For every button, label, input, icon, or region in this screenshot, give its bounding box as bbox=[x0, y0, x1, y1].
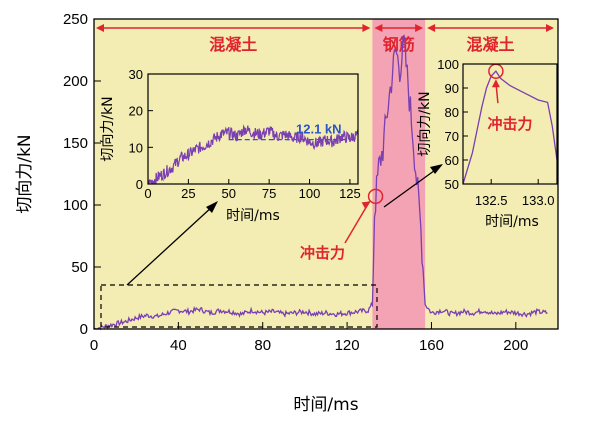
inset1-plot-area bbox=[148, 74, 358, 184]
main-x-axis-title: 时间/ms bbox=[293, 395, 358, 415]
inset1-x-tick-label: 0 bbox=[144, 186, 151, 201]
main-x-tick-label: 160 bbox=[419, 337, 444, 354]
inset1-y-tick-label: 20 bbox=[129, 104, 143, 119]
region-labels: 混凝土 钢筋 混凝土 bbox=[209, 35, 514, 54]
inset2-frame bbox=[462, 63, 558, 185]
inset1-x-tick-label: 100 bbox=[299, 186, 321, 201]
region-arrowhead-left bbox=[427, 24, 436, 32]
inset2-y-tick-label: 100 bbox=[437, 57, 459, 72]
inset2-x-tick-label: 133.0 bbox=[522, 193, 555, 208]
region-arrowhead-right bbox=[362, 24, 371, 32]
region-label: 混凝土 bbox=[209, 35, 257, 54]
region-arrowhead-left bbox=[374, 24, 383, 32]
inset2-x-tick-label: 132.5 bbox=[475, 193, 508, 208]
inset1-y-axis-title: 切向力/kN bbox=[100, 96, 116, 161]
inset1-y-tick-label: 0 bbox=[136, 177, 143, 192]
inset1-x-tick-label: 25 bbox=[181, 186, 195, 201]
inset1-connector-arrow bbox=[126, 205, 214, 286]
inset2-x-axis-title: 时间/ms bbox=[485, 214, 539, 230]
main-y-tick-label: 150 bbox=[63, 135, 88, 152]
inset1-y-tick-label: 10 bbox=[129, 140, 143, 155]
inset2-y-tick-label: 80 bbox=[445, 105, 459, 120]
main-y-tick-label: 200 bbox=[63, 73, 88, 90]
inset2-impact-arrowhead bbox=[491, 79, 500, 88]
main-y-axis: 0 50 100 150 200 250 bbox=[63, 11, 101, 338]
main-x-tick-label: 80 bbox=[254, 337, 271, 354]
main-x-tick-label: 0 bbox=[90, 337, 98, 354]
inset1-x-axis: 0 25 50 75 100 125 bbox=[144, 179, 361, 201]
inset1-y-tick-label: 30 bbox=[129, 67, 143, 82]
region-label: 混凝土 bbox=[467, 35, 515, 54]
inset1-y-axis: 0 10 20 30 bbox=[129, 67, 153, 192]
main-y-tick-label: 0 bbox=[80, 321, 88, 338]
main-y-tick-label: 50 bbox=[71, 259, 88, 276]
inset1-x-tick-label: 50 bbox=[222, 186, 236, 201]
inset2-y-axis-title: 切向力/kN bbox=[417, 91, 433, 156]
inset1-frame bbox=[147, 73, 359, 185]
main-y-tick-label: 100 bbox=[63, 197, 88, 214]
main-x-tick-label: 120 bbox=[335, 337, 360, 354]
main-plot-frame bbox=[93, 18, 559, 330]
inset2-connector-arrow bbox=[383, 167, 439, 208]
region-arrowhead-right bbox=[415, 24, 424, 32]
main-impact-circle bbox=[367, 188, 384, 205]
inset2-impact-label: 冲击力 bbox=[487, 115, 532, 133]
inset1-x-tick-label: 75 bbox=[262, 186, 276, 201]
region-arrowhead-right bbox=[546, 24, 554, 32]
inset1-reference-label: 12.1 kN bbox=[296, 122, 342, 137]
inset2-connector-arrowhead bbox=[430, 164, 443, 174]
main-x-axis: 0 40 80 120 160 200 bbox=[90, 322, 528, 354]
inset2-y-tick-label: 70 bbox=[445, 129, 459, 144]
inset2-x-axis: 132.5 133.0 bbox=[475, 179, 555, 208]
inset1-force-series bbox=[147, 124, 359, 185]
main-force-series bbox=[93, 34, 548, 331]
inset2-y-tick-label: 50 bbox=[445, 177, 459, 192]
region-arrows bbox=[96, 24, 554, 32]
region-arrowhead-left bbox=[96, 24, 104, 32]
main-y-axis-title: 切向力/kN bbox=[15, 134, 35, 213]
main-y-tick-label: 250 bbox=[63, 11, 88, 28]
inset2-y-tick-label: 60 bbox=[445, 153, 459, 168]
region-label: 钢筋 bbox=[383, 35, 415, 54]
inset1-x-axis-title: 时间/ms bbox=[226, 208, 280, 224]
inset2-y-tick-label: 90 bbox=[445, 81, 459, 96]
main-impact-label: 冲击力 bbox=[300, 244, 345, 262]
main-x-tick-label: 200 bbox=[503, 337, 528, 354]
inset1-connector-arrowhead bbox=[206, 201, 218, 213]
main-x-tick-label: 40 bbox=[170, 337, 187, 354]
zoom-dashed-box bbox=[100, 284, 378, 328]
inset2-y-axis: 50 60 70 80 90 100 bbox=[437, 57, 468, 192]
main-impact-arrowhead bbox=[361, 201, 371, 210]
inset1-x-tick-label: 125 bbox=[339, 186, 361, 201]
inset2-force-series bbox=[462, 70, 558, 185]
